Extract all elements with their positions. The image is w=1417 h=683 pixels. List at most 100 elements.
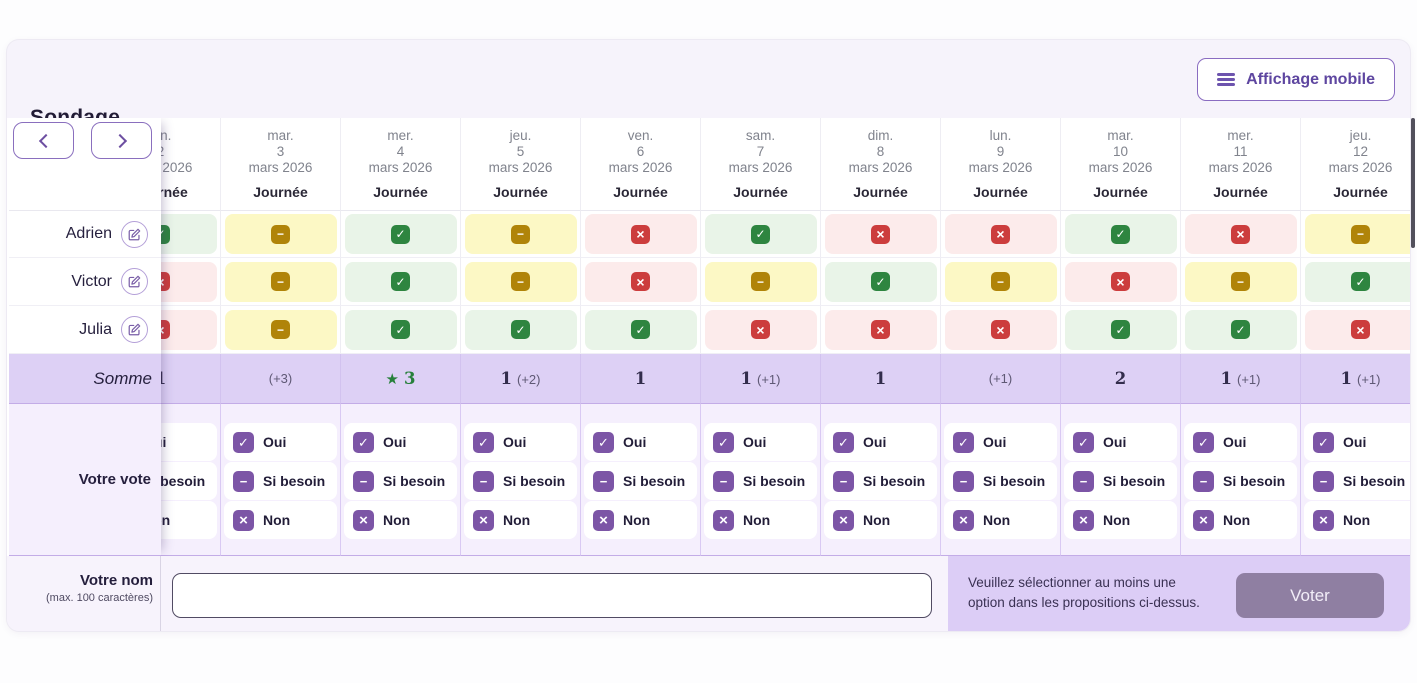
option-ifneedbe-label: Si besoin <box>263 473 326 489</box>
option-yes[interactable]: Oui <box>584 423 697 461</box>
vote-options-cell: Oui Si besoin Non <box>941 403 1061 556</box>
option-ifneedbe[interactable]: Si besoin <box>944 462 1057 500</box>
edit-vote-button[interactable] <box>121 220 148 248</box>
option-no[interactable]: Non <box>1064 501 1177 539</box>
scrollbar-thumb[interactable] <box>1411 118 1415 248</box>
vote-state-icon <box>511 272 530 291</box>
option-yes[interactable]: Oui <box>344 423 457 461</box>
vote-cell <box>1181 306 1301 354</box>
sum-cell: (+1) <box>941 354 1061 403</box>
vote-button[interactable]: Voter <box>1236 573 1384 618</box>
option-ifneedbe[interactable]: Si besoin <box>584 462 697 500</box>
option-ifneedbe[interactable]: Si besoin <box>1184 462 1297 500</box>
option-no-label: Non <box>263 512 291 528</box>
column-header: mar. 3 mars 2026 Journée <box>221 118 341 211</box>
option-yes[interactable]: Oui <box>1184 423 1297 461</box>
checkbox-check-icon <box>593 431 614 453</box>
edit-vote-button[interactable] <box>121 268 148 295</box>
option-no[interactable]: Non <box>944 501 1057 539</box>
vote-state-icon <box>1111 224 1130 244</box>
option-yes-label: Oui <box>863 434 887 450</box>
option-yes[interactable]: Oui <box>704 423 817 461</box>
option-ifneedbe[interactable]: Si besoin <box>464 462 577 500</box>
option-ifneedbe[interactable]: Si besoin <box>1064 462 1177 500</box>
option-ifneedbe[interactable]: Si besoin <box>224 462 337 500</box>
option-ifneedbe[interactable]: Si besoin <box>824 462 937 500</box>
mobile-view-button[interactable]: Affichage mobile <box>1197 58 1395 101</box>
checkbox-cross-icon <box>953 509 974 531</box>
vote-state-icon <box>391 320 410 339</box>
checkbox-cross-icon <box>233 509 254 531</box>
option-ifneedbe-label: Si besoin <box>503 473 566 489</box>
vote-cell <box>461 211 581 258</box>
vote-cell <box>581 258 701 306</box>
vote-cell <box>821 306 941 354</box>
checkbox-check-icon <box>953 431 974 453</box>
option-yes[interactable]: Oui <box>1064 423 1177 461</box>
option-no[interactable]: Non <box>1184 501 1297 539</box>
best-choice-star-icon: ★ <box>385 371 399 388</box>
sum-extra-value: (+1) <box>1237 372 1261 387</box>
vote-options-cell: Oui Si besoin Non <box>1181 403 1301 556</box>
vote-cell <box>581 211 701 258</box>
vote-pill <box>1304 214 1410 254</box>
option-ifneedbe[interactable]: Si besoin <box>704 462 817 500</box>
edit-vote-button[interactable] <box>121 316 148 343</box>
option-yes[interactable]: Oui <box>1304 423 1410 461</box>
vote-cell <box>1301 306 1410 354</box>
option-no[interactable]: Non <box>464 501 577 539</box>
vote-state-icon <box>271 320 290 339</box>
option-no[interactable]: Non <box>584 501 697 539</box>
vote-state-icon <box>871 320 890 339</box>
checkbox-cross-icon <box>593 509 614 531</box>
date-column: mer. 11 mars 2026 Journée <box>1181 118 1301 556</box>
option-no[interactable]: Non <box>824 501 937 539</box>
vote-pill <box>584 214 697 254</box>
option-yes[interactable]: Oui <box>944 423 1057 461</box>
vote-cell <box>341 211 461 258</box>
vote-pill <box>584 261 697 302</box>
option-no[interactable]: Non <box>704 501 817 539</box>
option-ifneedbe-label: Si besoin <box>983 473 1046 489</box>
vote-options-cell: Oui Si besoin Non <box>221 403 341 556</box>
vote-state-icon <box>751 320 770 339</box>
vote-cell <box>1181 258 1301 306</box>
option-no[interactable]: Non <box>344 501 457 539</box>
vote-state-icon <box>1231 224 1250 244</box>
scroll-left-button[interactable] <box>13 122 74 159</box>
vote-pill <box>464 214 577 254</box>
option-yes[interactable]: Oui <box>464 423 577 461</box>
option-yes[interactable]: Oui <box>824 423 937 461</box>
option-ifneedbe-label: Si besoin <box>863 473 926 489</box>
option-ifneedbe[interactable]: Si besoin <box>344 462 457 500</box>
day-number: 9 <box>996 144 1005 159</box>
option-no-label: Non <box>863 512 891 528</box>
vote-cell <box>1061 211 1181 258</box>
option-ifneedbe[interactable]: Si besoin <box>1304 462 1410 500</box>
checkbox-check-icon <box>473 431 494 453</box>
option-yes-label: Oui <box>503 434 527 450</box>
option-no-label: Non <box>383 512 411 528</box>
sum-extra-value: (+3) <box>268 371 293 386</box>
option-yes-label: Oui <box>1343 434 1367 450</box>
column-header: mer. 4 mars 2026 Journée <box>341 118 461 211</box>
vote-pill <box>824 261 937 302</box>
vote-pill <box>944 214 1057 254</box>
checkbox-dash-icon <box>593 470 614 492</box>
weekday-label: mar. <box>267 128 294 143</box>
scroll-right-button[interactable] <box>91 122 152 159</box>
vote-state-icon <box>631 320 650 339</box>
vote-pill <box>944 261 1057 302</box>
column-header: jeu. 5 mars 2026 Journée <box>461 118 581 211</box>
your-name-hint: (max. 100 caractères) <box>46 592 153 604</box>
weekday-label: ven. <box>627 128 654 143</box>
your-name-input[interactable] <box>172 573 932 618</box>
option-no[interactable]: Non <box>224 501 337 539</box>
scroll-controls <box>9 118 161 211</box>
date-column: ven. 6 mars 2026 Journée <box>581 118 701 556</box>
option-yes[interactable]: Oui <box>224 423 337 461</box>
sum-cell: 1 <box>821 354 941 403</box>
day-number: 11 <box>1233 144 1248 159</box>
option-no[interactable]: Non <box>1304 501 1410 539</box>
your-vote-label: Votre vote <box>9 403 161 556</box>
